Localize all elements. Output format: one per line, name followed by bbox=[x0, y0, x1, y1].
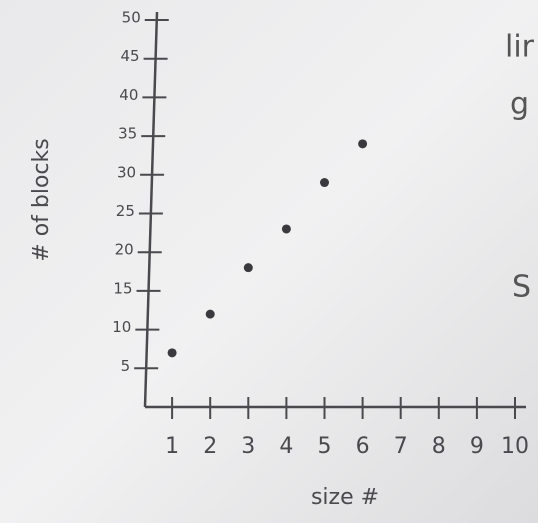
x-tick-label: 1 bbox=[165, 434, 179, 459]
x-tick-label: 2 bbox=[203, 434, 217, 459]
point bbox=[358, 139, 367, 148]
x-tick-label: 6 bbox=[356, 434, 370, 459]
y-tick-label: 45 bbox=[120, 47, 139, 65]
margin-note: lir bbox=[505, 30, 535, 65]
y-tick-label: 30 bbox=[117, 163, 136, 181]
y-tick-label: 50 bbox=[122, 9, 141, 27]
paper bbox=[0, 0, 538, 523]
x-tick-label: 9 bbox=[470, 434, 484, 459]
y-tick-label: 40 bbox=[119, 86, 138, 104]
x-tick-label: 4 bbox=[279, 434, 293, 459]
margin-note: S bbox=[512, 270, 531, 305]
x-tick-label: 7 bbox=[394, 434, 408, 459]
y-tick-label: 20 bbox=[115, 241, 134, 259]
y-tick-label: 10 bbox=[112, 318, 131, 336]
chart: size # # of blocks lir g S 5101520253035… bbox=[0, 0, 538, 523]
y-tick-label: 5 bbox=[121, 357, 131, 375]
page: {"chart_data": {"type": "scatter", "x_la… bbox=[0, 0, 538, 523]
y-axis-label: # of blocks bbox=[29, 138, 54, 261]
y-tick-label: 15 bbox=[113, 279, 132, 297]
y-tick-label: 35 bbox=[118, 125, 137, 143]
x-axis-label: size # bbox=[311, 485, 379, 510]
y-tick-label: 25 bbox=[116, 202, 135, 220]
margin-note: g bbox=[510, 87, 529, 122]
point bbox=[168, 348, 177, 357]
point bbox=[320, 178, 329, 187]
x-tick-label: 3 bbox=[241, 434, 255, 459]
point bbox=[244, 263, 253, 272]
x-tick-label: 8 bbox=[432, 434, 446, 459]
x-tick-label: 10 bbox=[501, 434, 529, 459]
point bbox=[206, 310, 215, 319]
point bbox=[282, 224, 291, 233]
x-tick-label: 5 bbox=[318, 434, 332, 459]
